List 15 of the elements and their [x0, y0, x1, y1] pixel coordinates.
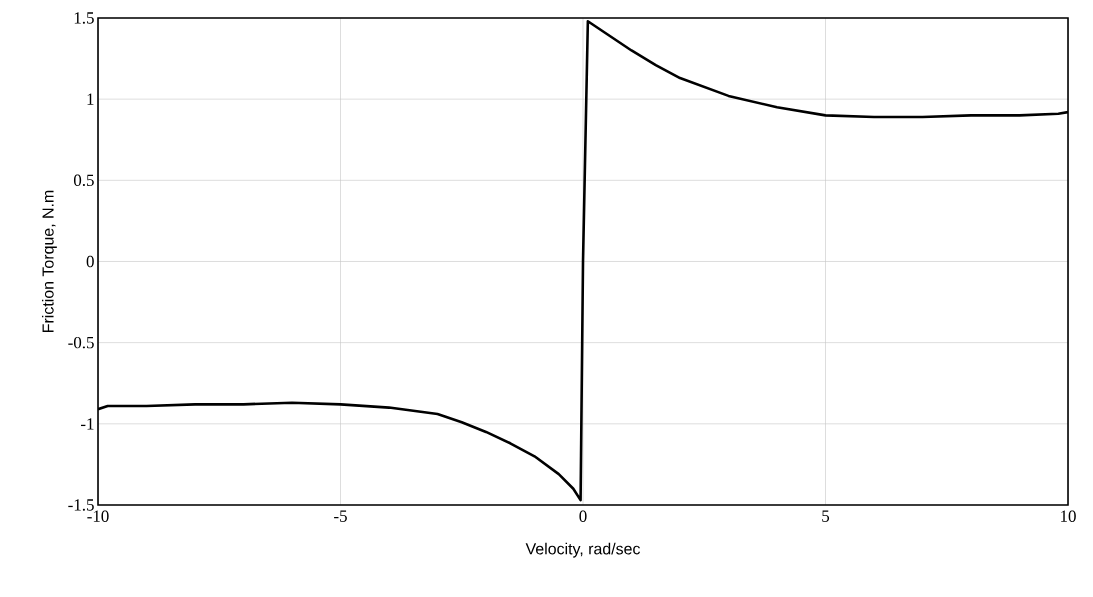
y-tick-label: 0	[86, 255, 94, 268]
y-tick-label: 0.5	[73, 174, 94, 187]
x-axis-title: Velocity, rad/sec	[525, 542, 641, 558]
y-tick-label: -0.5	[68, 336, 94, 349]
y-tick-label: 1.5	[74, 12, 94, 24]
x-tick-label: 0	[579, 510, 587, 522]
y-tick-label: -1	[81, 418, 94, 430]
x-tick-label: -10	[87, 510, 109, 522]
x-tick-label: 10	[1061, 510, 1076, 522]
y-tick-label: -1.5	[68, 499, 94, 511]
x-tick-label: 5	[822, 510, 830, 522]
y-tick-label: 1	[87, 93, 94, 105]
x-tick-label: -5	[334, 510, 347, 522]
y-axis-title: Friction Torque, N.m	[41, 190, 57, 332]
line-series	[98, 19, 1069, 502]
